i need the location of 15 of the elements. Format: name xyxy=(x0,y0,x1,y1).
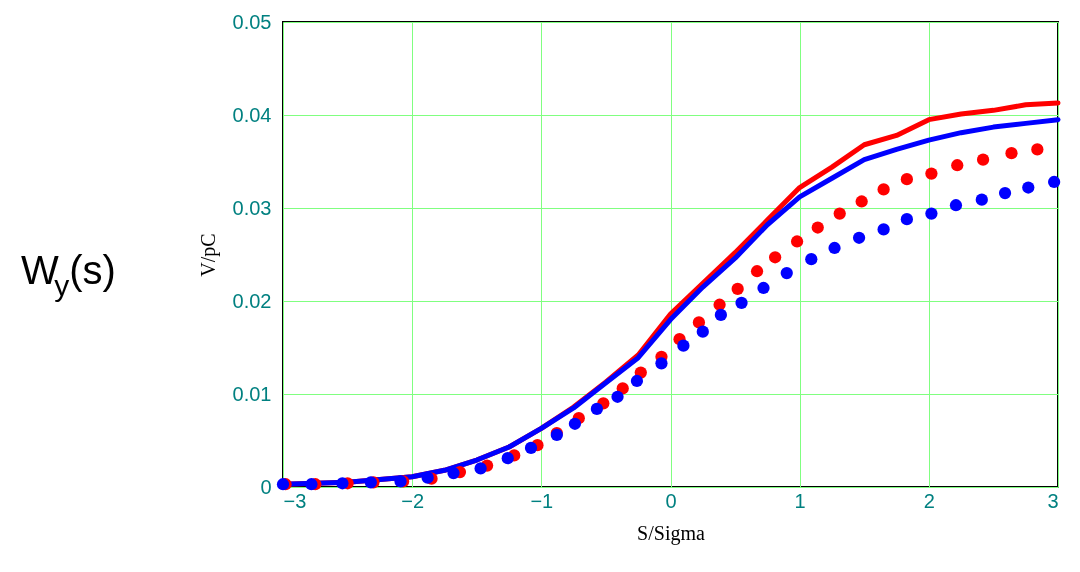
y-tick-label: 0 xyxy=(260,475,272,498)
y-tick-label: 0.01 xyxy=(232,382,272,405)
x-tick-label: −1 xyxy=(530,489,554,512)
y-tick-label: 0.03 xyxy=(232,196,272,219)
y-axis-title: V/pC xyxy=(196,233,220,277)
x-tick-label: −2 xyxy=(401,489,425,512)
x-tick-label: 0 xyxy=(665,489,677,512)
x-tick-label: 1 xyxy=(794,489,806,512)
y-tick-label: 0.02 xyxy=(232,289,272,312)
x-axis-title: S/Sigma xyxy=(637,521,706,545)
x-tick-label: 2 xyxy=(923,489,935,512)
x-tick-label: −3 xyxy=(283,489,307,512)
y-tick-label: 0.04 xyxy=(232,103,272,126)
y-tick-label: 0.05 xyxy=(232,10,272,33)
x-tick-label: 3 xyxy=(1047,489,1059,512)
